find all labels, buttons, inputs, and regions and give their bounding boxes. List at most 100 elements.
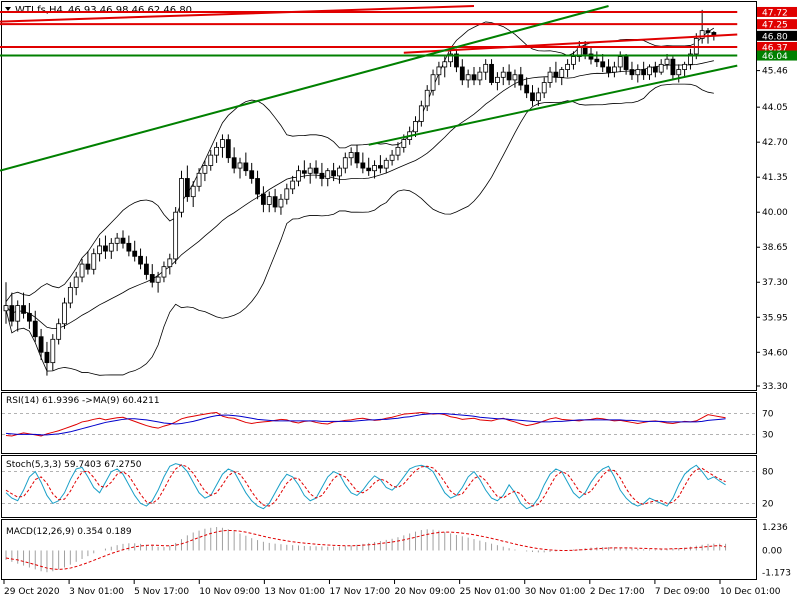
candle-body [571, 56, 576, 65]
time-axis: 29 Oct 2020 3 Nov 01:00 5 Nov 17:00 10 Nov … [3, 580, 781, 597]
candle-body [173, 211, 179, 260]
candle-body [530, 92, 535, 102]
y-tick-label: 42.70 [762, 138, 788, 148]
y-tick-label: 37.30 [762, 278, 788, 288]
pane-frames [1, 1, 757, 580]
channel-line [368, 64, 738, 146]
candle-body [161, 266, 167, 278]
y-tick-label: 70 [762, 410, 774, 420]
candle-body [62, 302, 67, 325]
candle-body [588, 53, 594, 60]
stoch-title: Stoch(5,3,3) 59.7403 67.2750 [6, 460, 142, 470]
level-tag [757, 30, 797, 41]
level-tag-label: 47.25 [762, 21, 788, 31]
candle-body [155, 276, 161, 283]
candle-body [629, 69, 635, 76]
candle-body [319, 172, 325, 179]
candle-body [477, 71, 483, 81]
candle-body [296, 170, 301, 182]
candle-body [114, 237, 120, 244]
candle-body [383, 159, 389, 169]
candle-body [524, 84, 530, 94]
y-tick-label: 0.00 [762, 546, 782, 556]
candle-body [79, 263, 85, 278]
candle-body [237, 162, 243, 169]
candle-body [658, 63, 664, 73]
candle-body [617, 56, 623, 68]
candle-body [705, 30, 711, 33]
candle-body [278, 198, 284, 208]
y-tick-label: 41.35 [762, 173, 788, 183]
dropdown-arrow-icon[interactable] [5, 7, 11, 11]
candle-body [518, 74, 524, 86]
candle-body [623, 56, 629, 70]
candle-body [565, 63, 570, 70]
candle-body [225, 139, 231, 159]
stoch-indicator: 80 20 [2, 463, 774, 509]
candle-body [436, 66, 442, 76]
main-pane-frame [1, 1, 757, 391]
candle-body [553, 71, 559, 78]
candle-body [67, 287, 73, 304]
candle-body [670, 58, 676, 76]
candle-body [266, 196, 272, 205]
candle-body [44, 351, 50, 364]
x-tick-label: 5 Nov 17:00 [134, 587, 189, 597]
candle-body [132, 250, 138, 257]
y-tick-label: 33.30 [762, 382, 788, 392]
x-tick-label: 29 Oct 2020 [4, 587, 60, 597]
candle-body [143, 263, 149, 275]
candle-body [489, 63, 494, 83]
candle-body [500, 71, 506, 78]
candle-body [682, 63, 687, 70]
x-tick-label: 2 Dec 17:00 [590, 587, 645, 597]
level-tag [757, 41, 797, 52]
candle-body [342, 157, 348, 169]
candle-body [377, 165, 383, 169]
x-tick-label: 25 Nov 01:00 [460, 587, 521, 597]
candle-body [190, 185, 196, 198]
candle-body [260, 193, 266, 205]
candle-body [612, 66, 617, 73]
candle-body [126, 242, 132, 252]
candle-body [430, 74, 436, 91]
level-tag [757, 6, 797, 17]
candle-body [559, 69, 565, 78]
candle-body [325, 170, 331, 179]
y-tick-label: -1.173 [762, 569, 791, 579]
candle-body [108, 242, 114, 252]
level-tag-label: 46.80 [762, 32, 788, 42]
candle-body [354, 152, 360, 164]
candle-body [594, 58, 600, 63]
candle-body [635, 69, 641, 76]
ohlc-readout: 46.93 46.98 46.62 46.80 [68, 5, 192, 16]
candle-body [56, 323, 62, 340]
y-tick-label: 80 [762, 468, 774, 478]
candle-body [647, 66, 652, 76]
candle-body [214, 146, 220, 156]
candle-body [413, 121, 418, 133]
candle-body [606, 66, 611, 73]
annotation-lines[interactable] [0, 5, 738, 172]
candle-body [313, 167, 319, 174]
macd-indicator: 1.236 0.00 -1.173 [5, 523, 791, 579]
y-tick-label: 20 [762, 499, 774, 509]
level-tag-label: 46.37 [762, 43, 788, 53]
macd-title: MACD(12,26,9) 0.354 0.189 [6, 527, 132, 537]
candle-body [32, 320, 38, 338]
candle-body [348, 152, 354, 159]
candle-body [231, 157, 237, 169]
candle-body [483, 63, 489, 73]
candle-body [184, 178, 190, 198]
bollinger-lower [5, 83, 714, 376]
candle-body [360, 162, 366, 169]
candle-body [331, 170, 337, 177]
candle-body [512, 74, 518, 81]
y-tick-label: 1.236 [762, 523, 788, 533]
y-tick-label: 30 [762, 430, 774, 440]
x-tick-label: 10 Nov 09:00 [199, 587, 260, 597]
level-tag [757, 50, 797, 61]
